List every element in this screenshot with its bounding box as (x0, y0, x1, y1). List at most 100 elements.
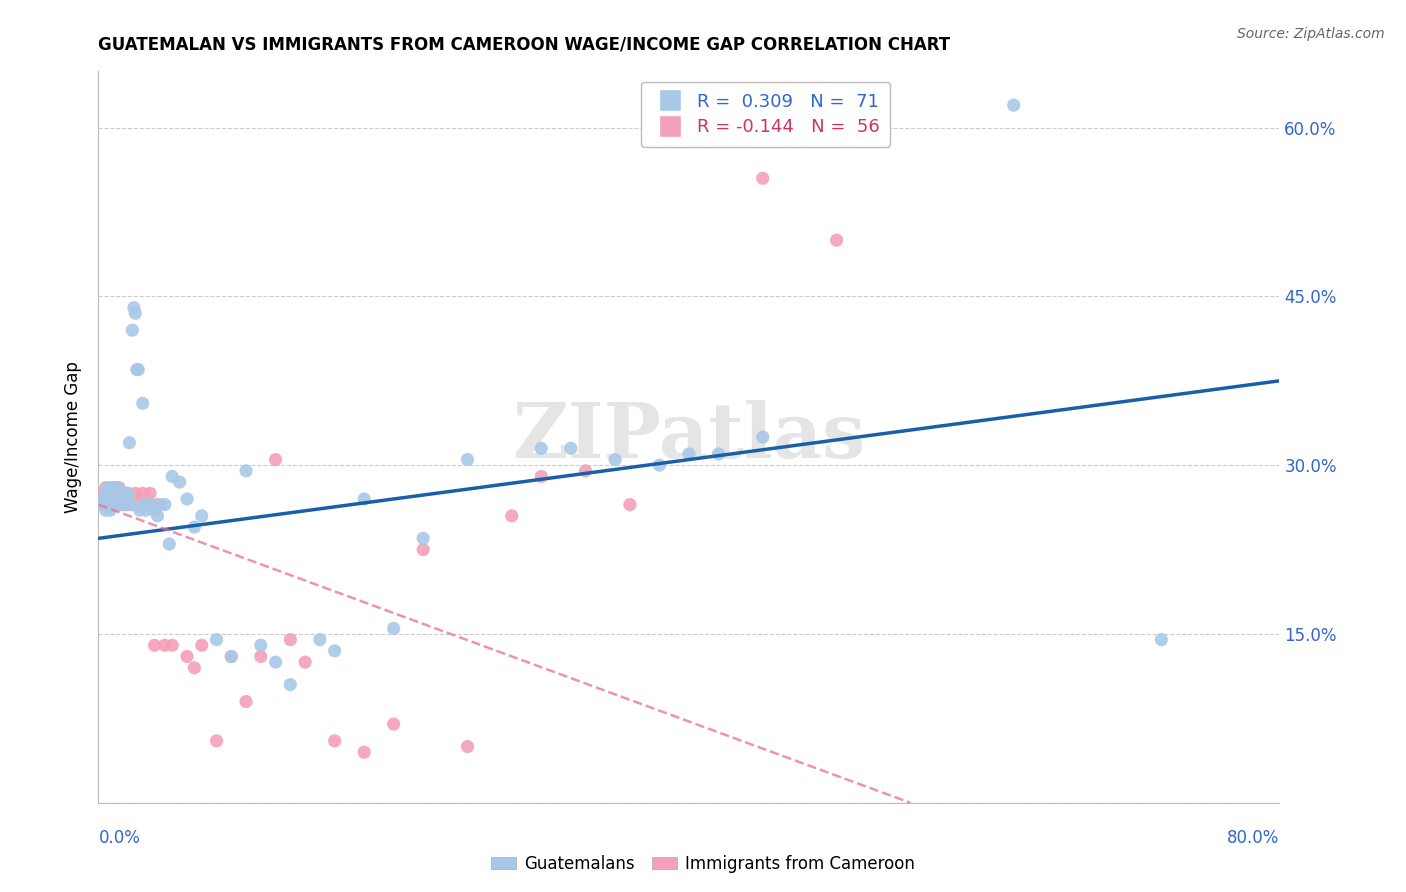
Point (118, 435, 141, 450)
Point (97, 491, 120, 506)
Point (162, 638, 183, 652)
Point (707, 447, 730, 461)
Point (97, 498, 120, 512)
Y-axis label: Wage/Income Gap: Wage/Income Gap (65, 361, 83, 513)
Point (100, 481, 122, 495)
Point (235, 464, 257, 478)
Point (91, 491, 114, 506)
Point (124, 306, 146, 320)
Point (103, 498, 125, 512)
Point (323, 644, 346, 658)
Point (111, 491, 134, 506)
Point (219, 649, 242, 664)
Point (412, 542, 434, 557)
Point (108, 498, 131, 512)
Text: 80.0%: 80.0% (1227, 829, 1279, 847)
Point (132, 396, 155, 410)
Point (96, 498, 118, 512)
Point (115, 491, 138, 506)
Point (98, 498, 121, 512)
Point (135, 503, 157, 517)
Point (107, 481, 129, 495)
Point (605, 452, 627, 467)
Point (183, 520, 205, 534)
Point (176, 491, 198, 506)
Point (264, 655, 287, 669)
Point (117, 486, 139, 500)
Point (205, 632, 228, 647)
Point (105, 486, 128, 500)
Point (114, 498, 136, 512)
Point (115, 498, 138, 512)
Point (93, 498, 115, 512)
Point (574, 464, 596, 478)
Point (122, 301, 145, 315)
Point (121, 323, 143, 337)
Point (94, 486, 117, 500)
Point (146, 498, 169, 512)
Point (191, 638, 214, 652)
Point (153, 498, 176, 512)
Point (100, 481, 122, 495)
Point (412, 532, 434, 546)
Point (104, 498, 127, 512)
Point (120, 498, 142, 512)
Point (112, 498, 135, 512)
Point (153, 638, 176, 652)
Point (146, 508, 169, 523)
Point (111, 486, 134, 500)
Point (103, 486, 125, 500)
Point (98, 486, 121, 500)
Text: ZIPatlas: ZIPatlas (512, 401, 866, 474)
Point (278, 678, 302, 692)
Point (751, 171, 773, 186)
Point (96, 481, 118, 495)
Point (105, 486, 128, 500)
Point (105, 498, 128, 512)
Point (100, 498, 122, 512)
Point (309, 632, 332, 647)
Point (169, 475, 191, 489)
Point (104, 481, 127, 495)
Point (104, 491, 127, 506)
Point (98, 486, 121, 500)
Point (117, 486, 139, 500)
Point (250, 649, 273, 664)
Point (825, 233, 848, 247)
Point (191, 508, 214, 523)
Legend: Guatemalans, Immigrants from Cameroon: Guatemalans, Immigrants from Cameroon (485, 848, 921, 880)
Point (120, 498, 142, 512)
Point (127, 362, 149, 376)
Point (250, 638, 273, 652)
Point (1150, 632, 1173, 647)
Point (97, 486, 120, 500)
Point (139, 498, 162, 512)
Legend: R =  0.309   N =  71, R = -0.144   N =  56: R = 0.309 N = 71, R = -0.144 N = 56 (641, 82, 890, 147)
Point (183, 661, 205, 675)
Point (107, 491, 129, 506)
Point (678, 447, 700, 461)
Point (98, 503, 121, 517)
Point (97, 498, 120, 512)
Point (648, 458, 671, 473)
Point (104, 498, 127, 512)
Point (108, 486, 131, 500)
Point (353, 745, 375, 759)
Point (382, 621, 405, 635)
Text: 0.0%: 0.0% (98, 829, 141, 847)
Point (128, 503, 150, 517)
Point (278, 632, 302, 647)
Point (94, 486, 117, 500)
Text: Source: ZipAtlas.com: Source: ZipAtlas.com (1237, 27, 1385, 41)
Point (619, 498, 641, 512)
Point (235, 694, 257, 708)
Point (353, 491, 375, 506)
Point (100, 498, 122, 512)
Point (264, 452, 287, 467)
Point (91, 486, 114, 500)
Point (501, 508, 523, 523)
Point (103, 486, 125, 500)
Point (94, 503, 117, 517)
Point (530, 469, 553, 483)
Point (456, 452, 478, 467)
